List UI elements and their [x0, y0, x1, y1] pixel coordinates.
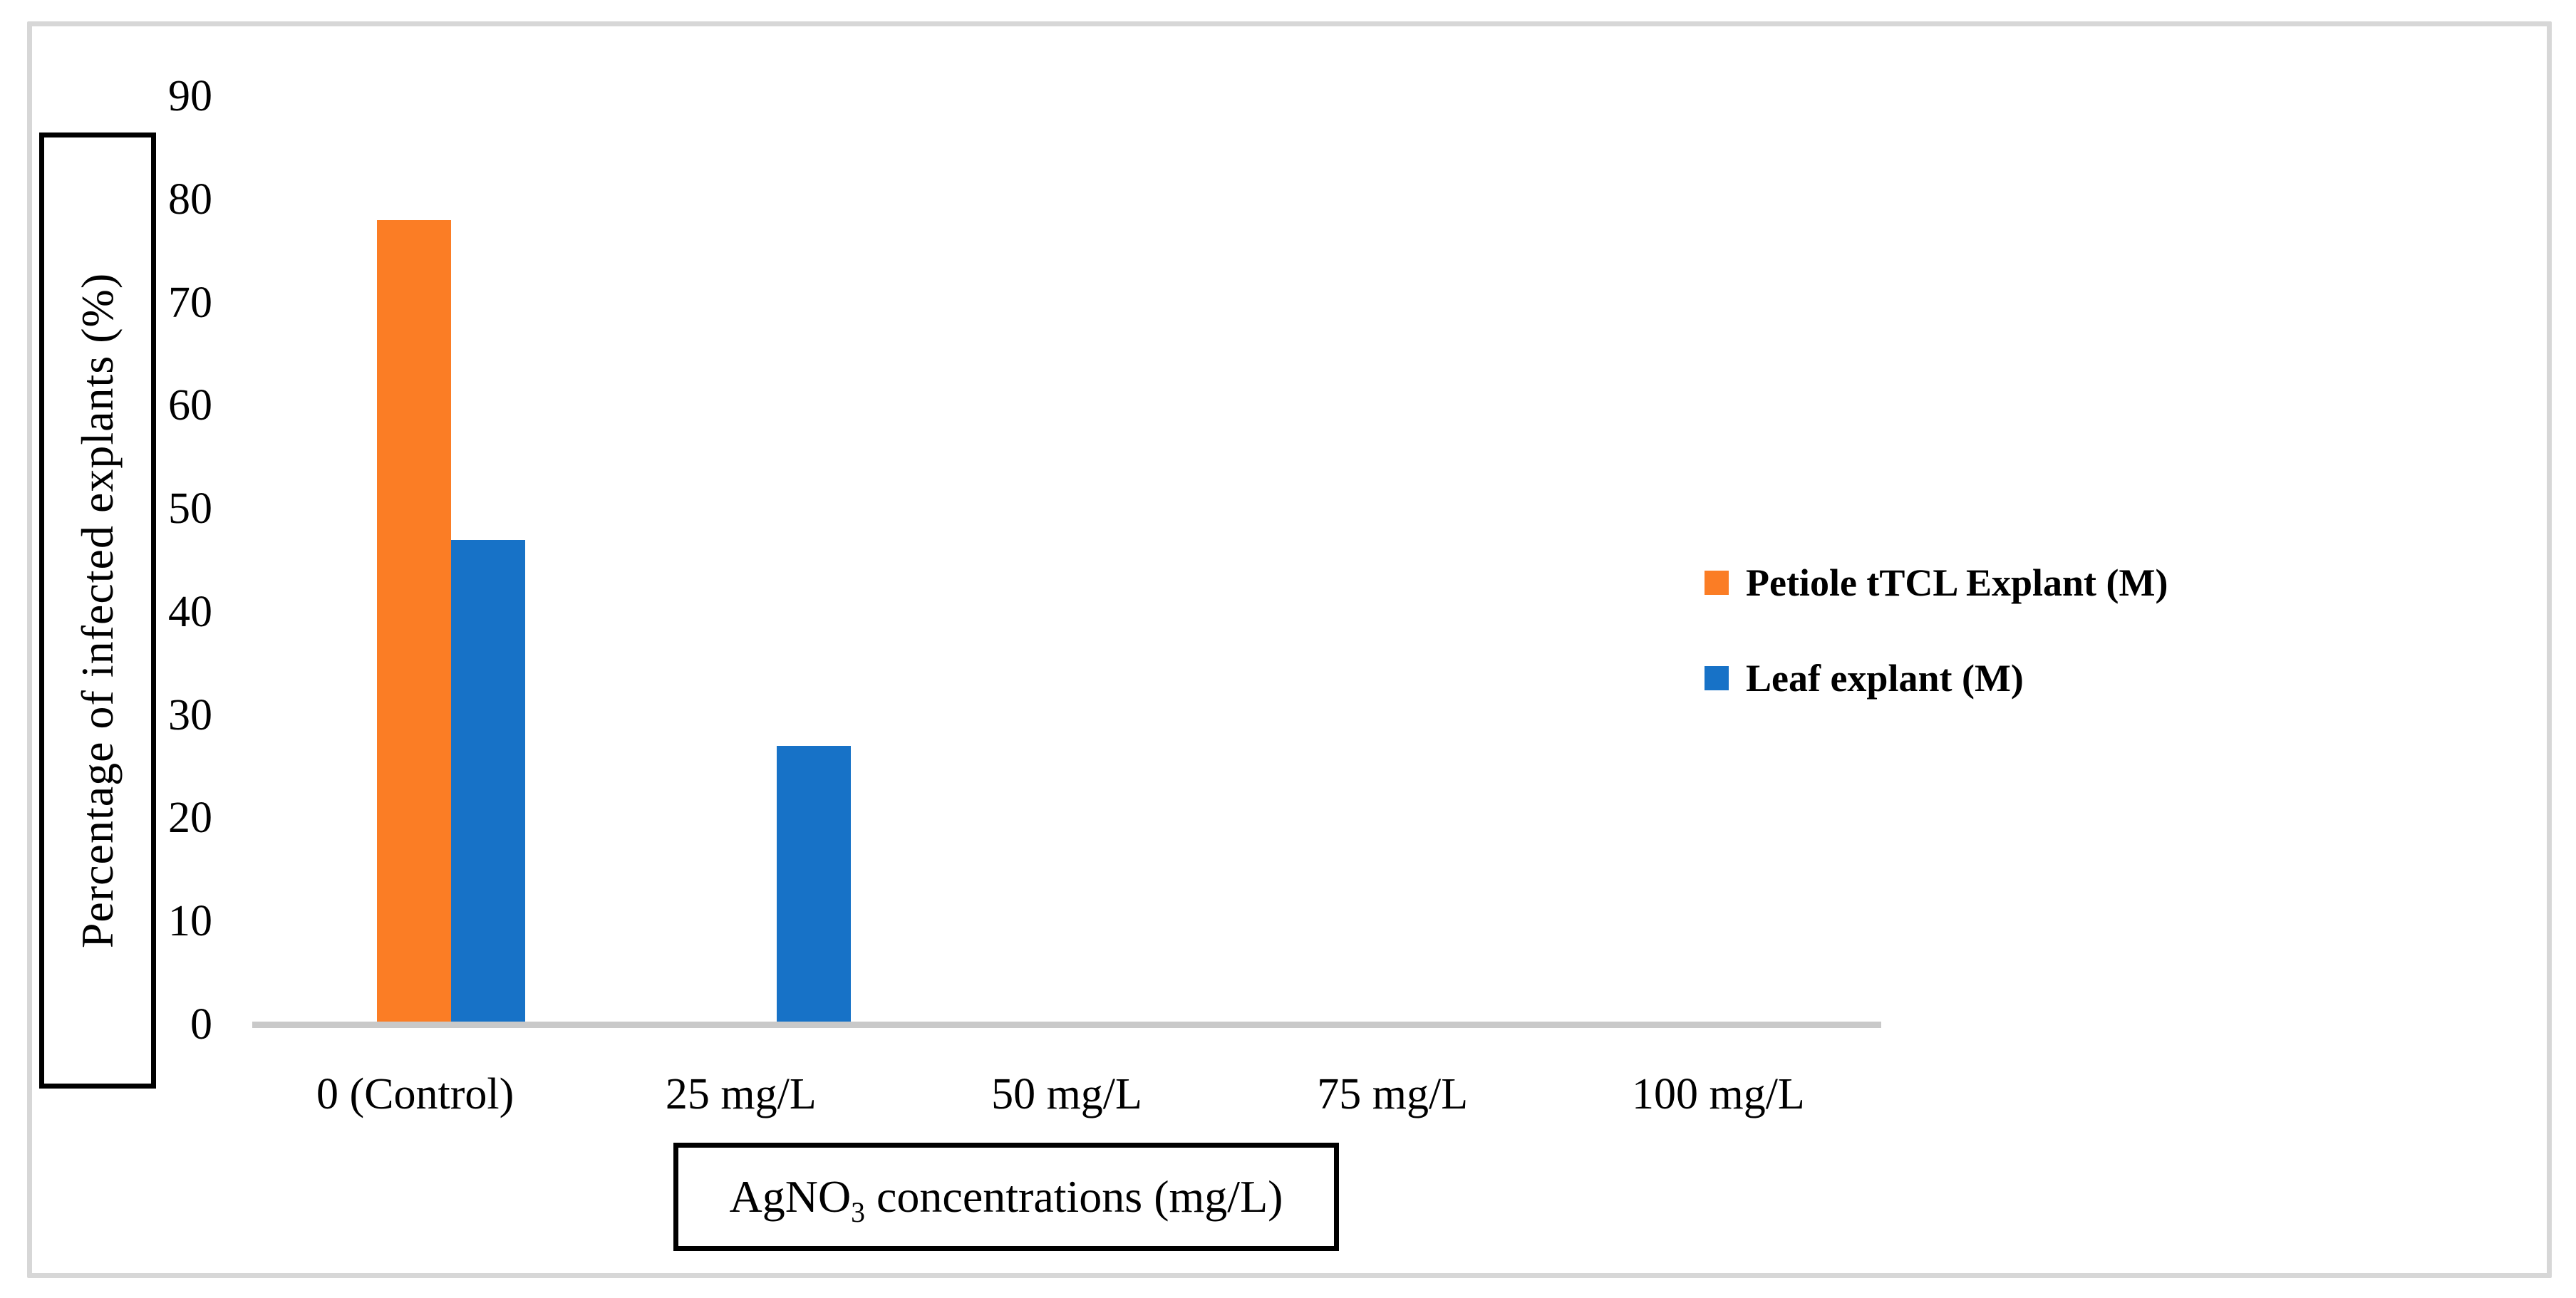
y-tick-label: 20: [168, 794, 212, 843]
x-tick-label: 0 (Control): [316, 1070, 514, 1118]
y-tick-label: 80: [168, 175, 212, 224]
x-axis-line: [252, 1022, 1881, 1028]
x-tick-label: 100 mg/L: [1631, 1070, 1805, 1118]
y-tick-label: 0: [190, 1000, 212, 1049]
y-tick-label: 40: [168, 587, 212, 636]
x-tick-label: 75 mg/L: [1317, 1070, 1469, 1118]
y-tick-label: 30: [168, 690, 212, 739]
legend-swatch: [1705, 666, 1729, 690]
legend-entry: Petiole tTCL Explant (M): [1705, 559, 2168, 606]
y-tick-label: 10: [168, 897, 212, 946]
bar: [450, 539, 525, 1024]
y-tick-label: 90: [168, 72, 212, 120]
legend-swatch: [1705, 571, 1729, 595]
bar: [376, 219, 451, 1024]
x-axis-title-box: AgNO3 concentrations (mg/L): [673, 1143, 1339, 1251]
x-tick-label: 25 mg/L: [665, 1070, 817, 1118]
bar: [776, 746, 851, 1024]
x-axis-title: AgNO3 concentrations (mg/L): [729, 1171, 1283, 1228]
legend-label: Leaf explant (M): [1746, 657, 2024, 700]
legend-label: Petiole tTCL Explant (M): [1746, 561, 2168, 604]
y-tick-label: 60: [168, 381, 212, 430]
y-axis-title-box: Percentage of infected explants (%): [39, 133, 156, 1089]
x-tick-label: 50 mg/L: [991, 1070, 1142, 1118]
y-tick-label: 50: [168, 484, 212, 534]
legend-entry: Leaf explant (M): [1705, 655, 2024, 702]
chart-outer-border: [27, 21, 2552, 1278]
y-tick-label: 70: [168, 278, 212, 327]
